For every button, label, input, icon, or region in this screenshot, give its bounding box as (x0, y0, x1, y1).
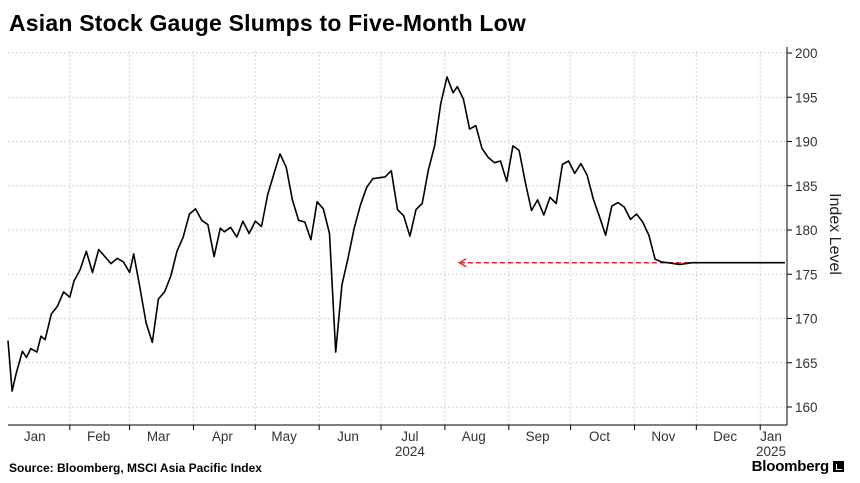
x-tick-label: Jan (760, 429, 782, 444)
y-tick-label: 165 (795, 356, 818, 371)
x-tick-label: Nov (651, 429, 675, 444)
source-note: Source: Bloomberg, MSCI Asia Pacific Ind… (9, 461, 262, 475)
annotation-layer (457, 258, 785, 268)
x-year-label: 2025 (756, 444, 786, 459)
x-tick-label: Apr (212, 429, 234, 444)
bloomberg-icon (833, 461, 844, 472)
index-series-line (7, 76, 785, 392)
chart-title: Asian Stock Gauge Slumps to Five-Month L… (9, 10, 526, 36)
x-tick-label: Mar (147, 429, 171, 444)
x-tick-label: Jul (401, 429, 418, 444)
x-year-label: 2024 (395, 444, 426, 459)
x-tick-label: Aug (462, 429, 486, 444)
y-tick-label: 190 (795, 135, 818, 150)
y-tick-label: 200 (795, 46, 818, 61)
x-tick-label: May (271, 429, 297, 444)
y-tick-label: 185 (795, 179, 818, 194)
brand-wordmark: Bloomberg (751, 458, 830, 475)
y-axis-label: Index Level (826, 193, 843, 275)
series-layer (7, 76, 785, 392)
x-tick-label: Oct (589, 429, 610, 444)
y-tick-label: 180 (795, 223, 818, 238)
brand-logo: Bloomberg (752, 458, 844, 475)
x-tick-label: Dec (713, 429, 737, 444)
y-tick-label: 195 (795, 90, 818, 105)
axes: 160 165 170 175 180 185 190 195 200 Jan Feb Mar Apr M… (8, 46, 818, 459)
x-tick-label: Jan (24, 429, 46, 444)
x-tick-label: Sep (526, 429, 550, 444)
x-tick-label: Feb (87, 429, 110, 444)
annotation-arrowhead (457, 258, 467, 268)
x-tick-label: Jun (337, 429, 359, 444)
y-tick-label: 175 (795, 267, 818, 282)
y-tick-label: 160 (795, 400, 818, 415)
grid-lines (8, 51, 787, 425)
y-tick-label: 170 (795, 312, 818, 327)
